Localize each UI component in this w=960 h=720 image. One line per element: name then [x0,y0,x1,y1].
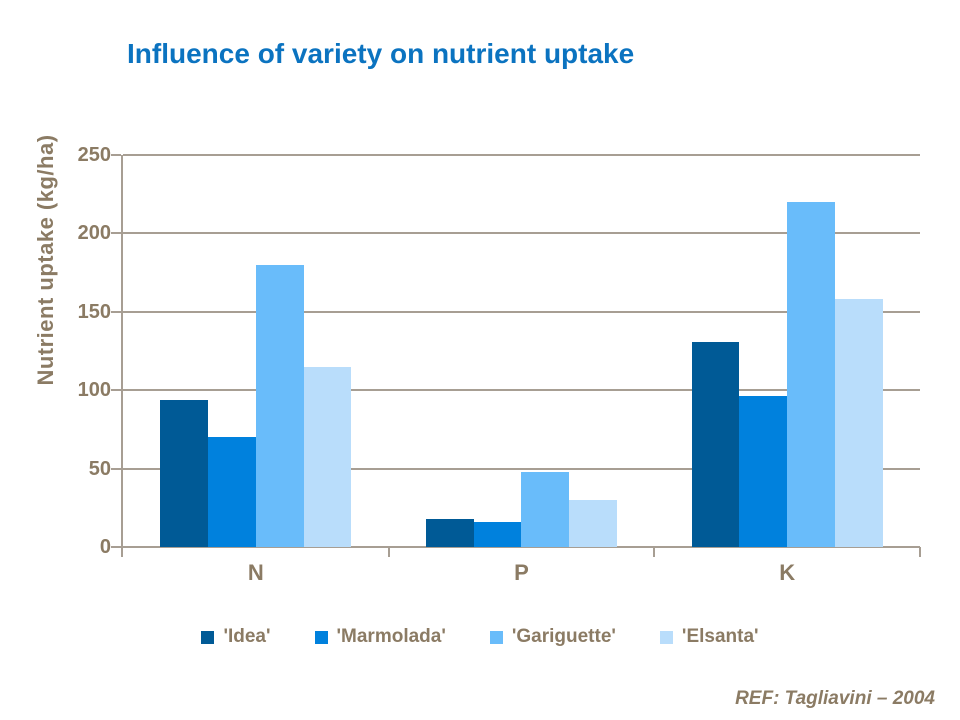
legend-item-marmolada: 'Marmolada' [314,626,446,648]
category-label-n: N [247,560,264,585]
legend-item-elsanta: 'Elsanta' [659,626,759,648]
y-axis-tick-label: 200 [77,222,111,245]
y-axis-tick [111,389,121,392]
category-label-p: P [514,560,529,585]
y-axis-tick-label: 150 [77,300,111,323]
bar-group-p [389,155,655,547]
gridline [123,389,920,392]
bar-n-elsanta [303,366,352,547]
legend: 'Idea' 'Marmolada' 'Gariguette' 'Elsanta' [0,626,960,648]
x-axis-tick [387,547,390,557]
y-axis-tick [111,154,121,156]
bar-p-idea [425,518,474,547]
bar-p-marmolada [473,521,522,547]
legend-swatch-icon [489,630,503,644]
gridline [123,546,920,548]
bar-group-k [654,155,920,547]
y-axis-tick-labels: 0 50 100 150 200 250 [0,144,111,558]
legend-swatch-icon [201,630,215,644]
bar-n-idea [160,399,209,547]
plot-area [111,154,921,557]
y-axis-line [121,155,123,557]
x-axis-tick [653,547,656,557]
legend-label: 'Marmolada' [336,626,446,647]
y-axis-tick [111,467,121,470]
y-axis-tick-label: 0 [99,536,111,558]
gridline [123,467,920,470]
legend-item-idea: 'Idea' [201,626,271,648]
bar-k-gariguette [787,202,835,547]
y-axis-tick-label: 100 [77,379,111,402]
legend-item-gariguette: 'Gariguette' [489,626,616,648]
bar-k-idea [691,341,740,547]
y-axis-tick [111,232,121,235]
bar-n-marmolada [208,437,256,547]
category-label-k: K [779,560,796,585]
reference-text: REF: Tagliavini – 2004 [735,688,935,709]
legend-swatch-icon [659,630,673,644]
y-axis-tick-label: 50 [88,457,111,480]
y-axis-tick [111,310,121,313]
bar-n-gariguette [255,264,304,547]
y-axis-tick-label: 250 [77,144,111,166]
legend-swatch-icon [314,630,328,644]
bar-group-n [123,155,389,547]
bar-k-elsanta [834,299,883,547]
gridline [123,232,920,235]
gridline [123,154,920,156]
bar-k-marmolada [739,396,788,547]
bar-p-elsanta [569,499,618,547]
legend-label: 'Elsanta' [681,626,759,647]
bar-p-gariguette [521,471,570,547]
x-axis-tick [919,547,921,557]
chart-title: Influence of variety on nutrient uptake [127,38,635,69]
legend-label: 'Gariguette' [511,626,616,647]
gridline [123,310,920,313]
legend-label: 'Idea' [223,626,271,647]
y-axis-tick [111,546,121,548]
